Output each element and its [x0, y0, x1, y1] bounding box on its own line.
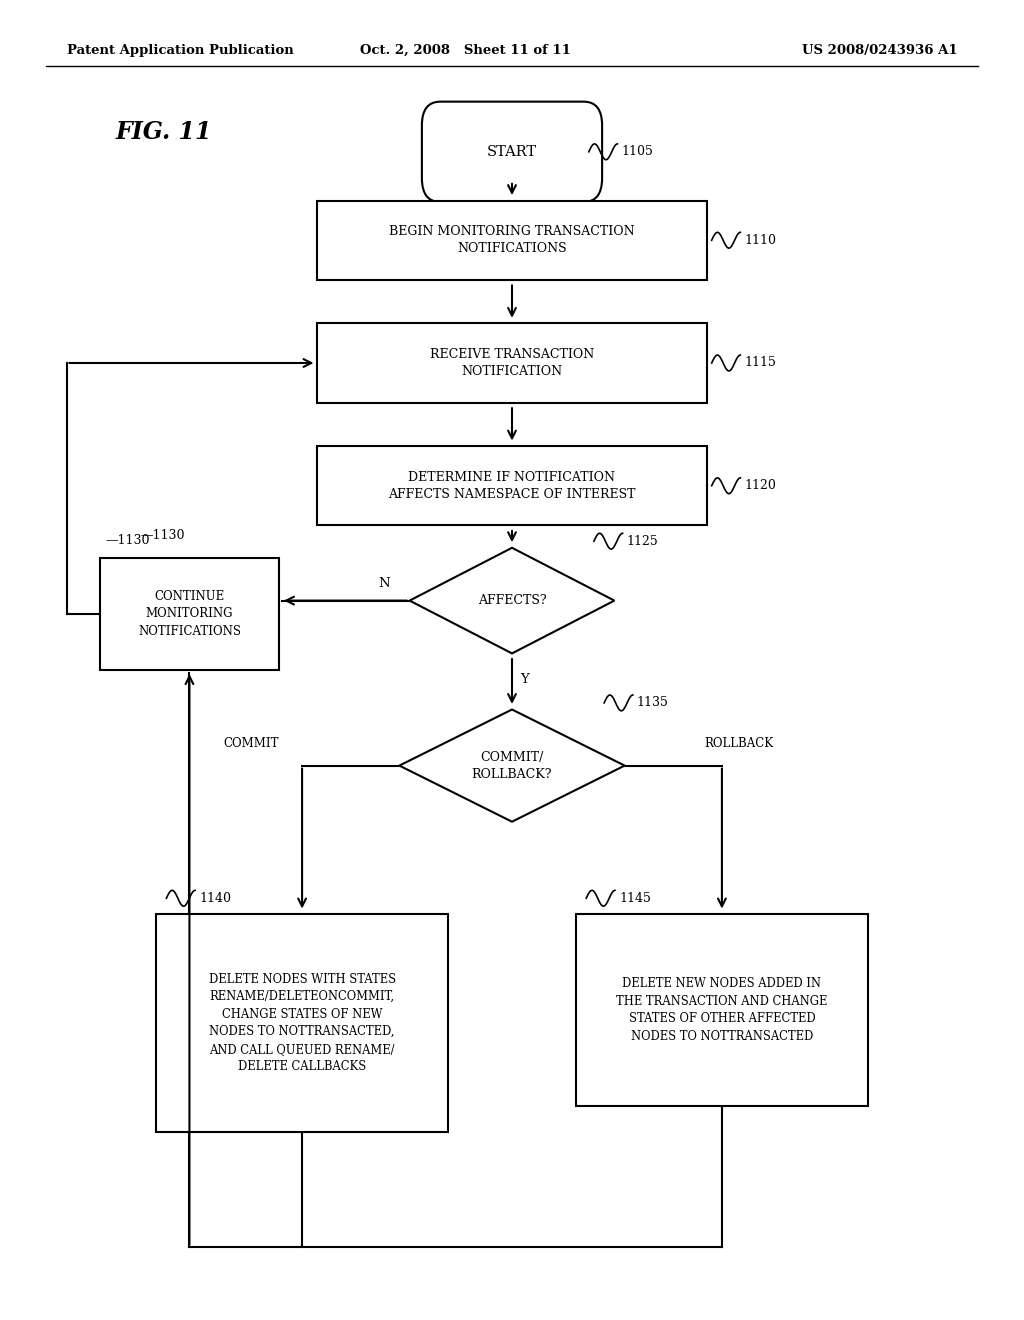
- Text: US 2008/0243936 A1: US 2008/0243936 A1: [802, 44, 957, 57]
- Text: Y: Y: [520, 673, 529, 686]
- Text: BEGIN MONITORING TRANSACTION
NOTIFICATIONS: BEGIN MONITORING TRANSACTION NOTIFICATIO…: [389, 224, 635, 256]
- Text: COMMIT/
ROLLBACK?: COMMIT/ ROLLBACK?: [472, 751, 552, 780]
- Bar: [100, 557, 279, 671]
- Bar: [317, 446, 707, 525]
- Text: START: START: [487, 145, 537, 158]
- Bar: [317, 201, 707, 280]
- Text: 1140: 1140: [199, 892, 231, 904]
- FancyBboxPatch shape: [422, 102, 602, 202]
- Text: 1120: 1120: [744, 479, 776, 492]
- Text: DETERMINE IF NOTIFICATION
AFFECTS NAMESPACE OF INTEREST: DETERMINE IF NOTIFICATION AFFECTS NAMESP…: [388, 470, 636, 502]
- Text: —1130: —1130: [141, 529, 185, 541]
- Text: Oct. 2, 2008   Sheet 11 of 11: Oct. 2, 2008 Sheet 11 of 11: [360, 44, 571, 57]
- Text: N: N: [378, 577, 390, 590]
- Bar: [317, 323, 707, 403]
- Polygon shape: [410, 548, 614, 653]
- Bar: [156, 913, 449, 1131]
- Text: FIG. 11: FIG. 11: [116, 120, 212, 144]
- Text: DELETE NEW NODES ADDED IN
THE TRANSACTION AND CHANGE
STATES OF OTHER AFFECTED
NO: DELETE NEW NODES ADDED IN THE TRANSACTIO…: [616, 977, 827, 1043]
- Text: AFFECTS?: AFFECTS?: [477, 594, 547, 607]
- Bar: [575, 913, 867, 1106]
- Text: DELETE NODES WITH STATES
RENAME/DELETEONCOMMIT,
CHANGE STATES OF NEW
NODES TO NO: DELETE NODES WITH STATES RENAME/DELETEON…: [209, 973, 395, 1073]
- Polygon shape: [399, 710, 625, 821]
- Text: 1115: 1115: [744, 356, 776, 370]
- Text: 1105: 1105: [622, 145, 653, 158]
- Text: —1130: —1130: [105, 535, 150, 546]
- Text: CONTINUE
MONITORING
NOTIFICATIONS: CONTINUE MONITORING NOTIFICATIONS: [138, 590, 241, 638]
- Text: Patent Application Publication: Patent Application Publication: [67, 44, 293, 57]
- Text: 1145: 1145: [618, 892, 651, 904]
- Text: COMMIT: COMMIT: [223, 737, 279, 750]
- Text: 1135: 1135: [637, 697, 669, 709]
- Text: 1110: 1110: [744, 234, 776, 247]
- Text: RECEIVE TRANSACTION
NOTIFICATION: RECEIVE TRANSACTION NOTIFICATION: [430, 347, 594, 379]
- Text: 1125: 1125: [627, 535, 658, 548]
- Text: ROLLBACK: ROLLBACK: [703, 737, 773, 750]
